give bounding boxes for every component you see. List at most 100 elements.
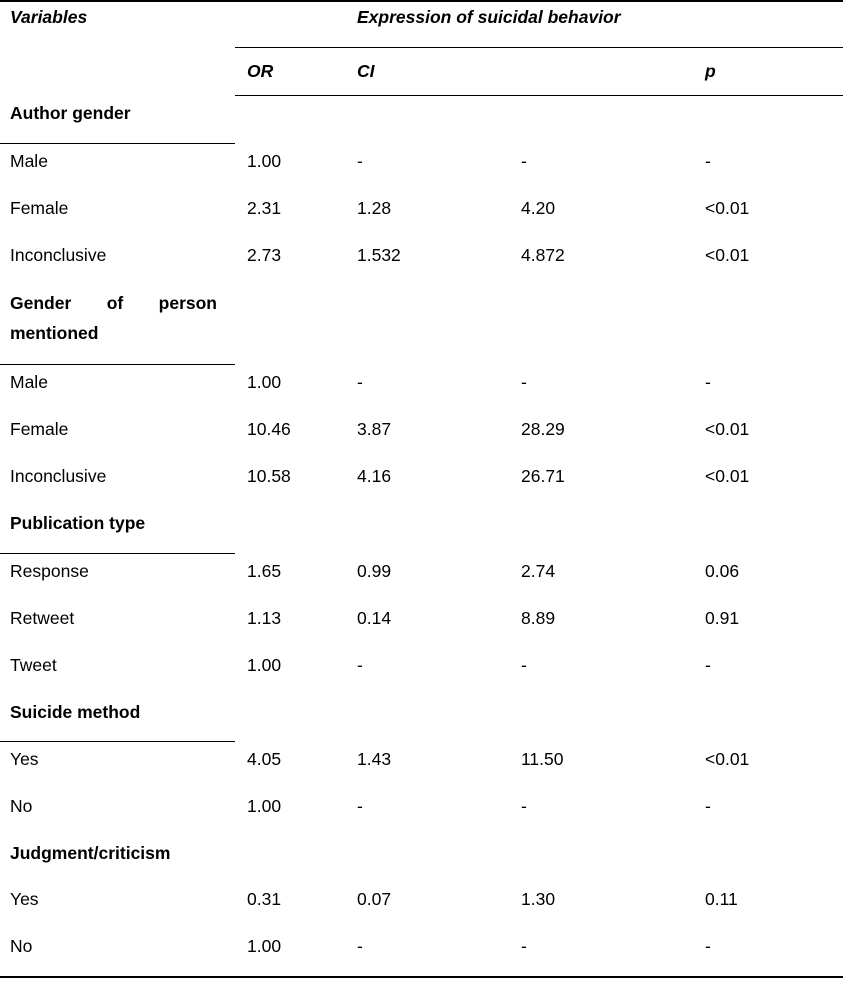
row-label: Inconclusive [10, 245, 107, 265]
or-value: 2.73 [247, 245, 282, 265]
row-label: No [10, 936, 33, 956]
or-value: 4.05 [247, 749, 282, 769]
or-value: 1.00 [247, 372, 282, 392]
p-value: <0.01 [705, 198, 750, 218]
section-title: Gender of person mentioned [0, 285, 235, 365]
row-label: Male [10, 151, 48, 171]
table-row: No 1.00 - - - [0, 929, 843, 976]
ci-low-value: 3.87 [357, 419, 392, 439]
table-header-row: Variables Expression of suicidal behavio… [0, 2, 843, 48]
variables-header: Variables [10, 7, 88, 27]
or-value: 1.13 [247, 608, 282, 628]
table-subheader-row: OR CI p [0, 48, 843, 96]
p-value: <0.01 [705, 419, 750, 439]
table-bottom-rule [0, 976, 843, 978]
table-row: Tweet 1.00 - - - [0, 648, 843, 695]
ci-high-value: - [521, 151, 527, 171]
p-value: - [705, 936, 711, 956]
section-heading-gender-of-person-mentioned: Gender of person mentioned [0, 285, 843, 365]
section-heading-suicide-method: Suicide method [0, 695, 843, 742]
or-value: 0.31 [247, 889, 282, 909]
p-value: <0.01 [705, 466, 750, 486]
ci-high-value: 11.50 [521, 749, 564, 769]
table-row: Yes 4.05 1.43 11.50 <0.01 [0, 742, 843, 789]
or-value: 2.31 [247, 198, 282, 218]
table-row: Inconclusive 2.73 1.532 4.872 <0.01 [0, 238, 843, 285]
ci-low-value: 0.14 [357, 608, 392, 628]
table-row: Inconclusive 10.58 4.16 26.71 <0.01 [0, 459, 843, 506]
section-title: Author gender [0, 96, 235, 144]
section-title: Judgment/criticism [10, 843, 171, 863]
p-value: <0.01 [705, 245, 750, 265]
p-value: - [705, 796, 711, 816]
table-row: Male 1.00 - - - [0, 365, 843, 412]
or-value: 1.00 [247, 936, 282, 956]
ci-low-value: 4.16 [357, 466, 392, 486]
subheader-spacer [0, 48, 235, 96]
ci-high-value: - [521, 372, 527, 392]
ci-low-value: 0.99 [357, 561, 392, 581]
table-row: Response 1.65 0.99 2.74 0.06 [0, 554, 843, 601]
p-header: p [705, 48, 843, 96]
row-label: Male [10, 372, 48, 392]
or-value: 1.00 [247, 655, 282, 675]
ci-low-value: 1.43 [357, 749, 392, 769]
ci-high-value: - [521, 936, 527, 956]
or-header: OR [235, 48, 357, 96]
row-label: Tweet [10, 655, 57, 675]
ci-high-value: 1.30 [521, 889, 556, 909]
p-value: 0.91 [705, 608, 740, 628]
section-title: Publication type [0, 506, 235, 554]
ci-low-value: - [357, 796, 363, 816]
row-label: Inconclusive [10, 466, 107, 486]
or-value: 1.00 [247, 151, 282, 171]
section-title: Suicide method [0, 695, 235, 742]
or-value: 10.46 [247, 419, 291, 439]
or-value: 1.00 [247, 796, 282, 816]
group-header: Expression of suicidal behavior [357, 2, 843, 48]
row-label: Retweet [10, 608, 75, 628]
ci-high-value: 2.74 [521, 561, 556, 581]
ci-low-value: 1.532 [357, 245, 401, 265]
p-value: <0.01 [705, 749, 750, 769]
ci-high-value: - [521, 655, 527, 675]
row-label: Yes [10, 889, 39, 909]
ci-low-value: - [357, 936, 363, 956]
ci-high-value: 26.71 [521, 466, 565, 486]
p-value: 0.06 [705, 561, 740, 581]
or-value: 1.65 [247, 561, 282, 581]
p-value: - [705, 372, 711, 392]
header-rule-spacer [235, 2, 357, 48]
ci-high-value: - [521, 796, 527, 816]
ci-high-value: 4.872 [521, 245, 565, 265]
ci-low-value: - [357, 372, 363, 392]
row-label: Female [10, 419, 69, 439]
ci-high-value: 4.20 [521, 198, 556, 218]
row-label: Response [10, 561, 89, 581]
table-row: Female 10.46 3.87 28.29 <0.01 [0, 412, 843, 459]
table-row: Female 2.31 1.28 4.20 <0.01 [0, 191, 843, 238]
ci-low-value: - [357, 151, 363, 171]
p-value: - [705, 151, 711, 171]
ci-high-value: 8.89 [521, 608, 556, 628]
table-row: No 1.00 - - - [0, 789, 843, 836]
p-value: - [705, 655, 711, 675]
section-heading-author-gender: Author gender [0, 96, 843, 144]
ci-low-value: - [357, 655, 363, 675]
ci-header: CI [357, 48, 521, 96]
section-heading-publication-type: Publication type [0, 506, 843, 554]
table-row: Male 1.00 - - - [0, 144, 843, 191]
table-row: Retweet 1.13 0.14 8.89 0.91 [0, 601, 843, 648]
section-heading-judgment-criticism: Judgment/criticism [0, 836, 843, 882]
ci-high-value: 28.29 [521, 419, 565, 439]
table-row: Yes 0.31 0.07 1.30 0.11 [0, 882, 843, 929]
p-value: 0.11 [705, 889, 738, 909]
row-label: Yes [10, 749, 39, 769]
row-label: Female [10, 198, 69, 218]
ci-low-value: 0.07 [357, 889, 392, 909]
ci-low-value: 1.28 [357, 198, 392, 218]
or-value: 10.58 [247, 466, 291, 486]
row-label: No [10, 796, 33, 816]
ci-upper-header-spacer [521, 48, 705, 96]
